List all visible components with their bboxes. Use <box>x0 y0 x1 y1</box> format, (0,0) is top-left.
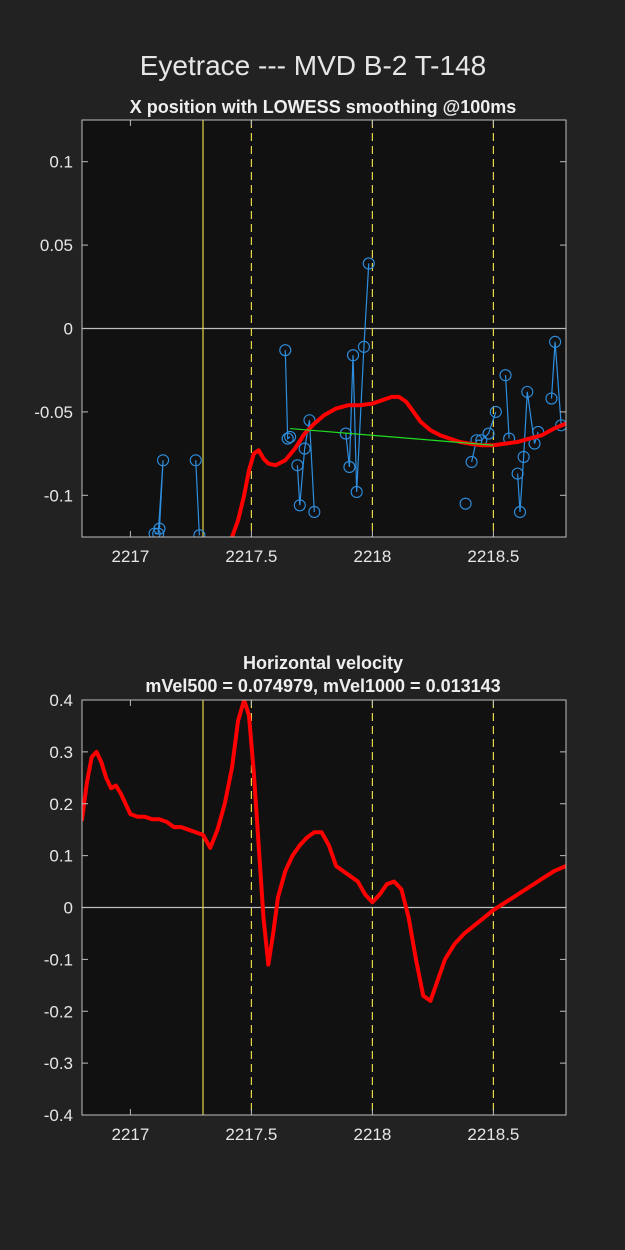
raw-sample-point <box>459 497 472 510</box>
raw-trace-segment <box>517 391 539 513</box>
velocity-axes-title: Horizontal velocity <box>243 653 403 673</box>
velocity-axes: Horizontal velocity mVel500 = 0.074979, … <box>44 653 567 1144</box>
smoothed-trace <box>82 700 566 1003</box>
raw-sample-point <box>189 454 202 467</box>
x-tick-label: 2217.5 <box>225 547 277 566</box>
raw-sample-point <box>489 405 502 418</box>
raw-sample-point <box>152 527 165 537</box>
y-tick-label: -0.05 <box>34 403 73 422</box>
y-tick-label: -0.2 <box>44 1002 73 1021</box>
x-tick-label: 2217.5 <box>225 1125 277 1144</box>
raw-sample-point <box>357 340 370 353</box>
position-axes: X position with LOWESS smoothing @100ms … <box>34 97 567 566</box>
y-tick-label: 0.1 <box>49 847 73 866</box>
raw-sample-point <box>517 450 530 463</box>
raw-sample-point <box>513 505 527 519</box>
plot-area <box>82 700 566 1115</box>
position-axes-title: X position with LOWESS smoothing @100ms <box>130 97 517 117</box>
raw-trace-segment <box>504 375 510 439</box>
y-tick-label: -0.1 <box>44 486 73 505</box>
raw-sample-point <box>279 344 292 357</box>
y-tick-label: -0.4 <box>44 1106 73 1125</box>
y-tick-label: 0 <box>64 320 73 339</box>
raw-sample-point <box>308 505 321 519</box>
y-tick-label: 0.05 <box>40 236 73 255</box>
raw-sample-point <box>153 522 166 535</box>
y-tick-label: 0 <box>64 899 73 918</box>
raw-trace-segment <box>550 341 562 426</box>
raw-sample-point <box>346 349 360 362</box>
y-tick-label: 0.1 <box>49 153 73 172</box>
raw-sample-point <box>362 257 375 270</box>
raw-sample-point <box>350 485 363 499</box>
raw-trace-segment <box>284 350 291 440</box>
raw-trace-segment <box>195 460 200 536</box>
y-tick-label: -0.3 <box>44 1054 73 1073</box>
raw-sample-point <box>343 460 356 473</box>
raw-sample-point <box>482 427 495 440</box>
raw-sample-point <box>193 529 206 537</box>
raw-sample-point <box>291 459 304 472</box>
linear-fit-line <box>290 427 494 446</box>
raw-trace-segment <box>296 420 315 513</box>
raw-sample-point <box>298 442 311 455</box>
x-tick-label: 2218.5 <box>467 1125 519 1144</box>
x-tick-label: 2218.5 <box>467 547 519 566</box>
plot-area <box>82 120 566 537</box>
raw-sample-point <box>157 454 170 467</box>
raw-sample-point <box>293 499 306 512</box>
raw-sample-point <box>521 385 534 398</box>
raw-sample-point <box>465 455 478 468</box>
raw-trace-segment <box>471 411 497 463</box>
raw-sample-point <box>511 467 524 480</box>
raw-sample-point <box>281 432 294 445</box>
x-tick-label: 2217 <box>111 1125 149 1144</box>
y-tick-label: 0.4 <box>49 691 73 710</box>
velocity-axes-subtitle: mVel500 = 0.074979, mVel1000 = 0.013143 <box>145 676 500 696</box>
y-tick-label: -0.1 <box>44 950 73 969</box>
raw-sample-point <box>555 419 566 432</box>
raw-sample-point <box>549 335 562 348</box>
x-tick-label: 2217 <box>111 547 149 566</box>
figure-title: Eyetrace --- MVD B-2 T-148 <box>140 50 486 81</box>
x-tick-label: 2218 <box>353 547 391 566</box>
raw-sample-point <box>499 369 512 382</box>
x-tick-label: 2218 <box>353 1125 391 1144</box>
raw-sample-point <box>545 392 558 405</box>
y-tick-label: 0.2 <box>49 795 73 814</box>
y-tick-label: 0.3 <box>49 743 73 762</box>
raw-sample-point <box>284 430 297 443</box>
